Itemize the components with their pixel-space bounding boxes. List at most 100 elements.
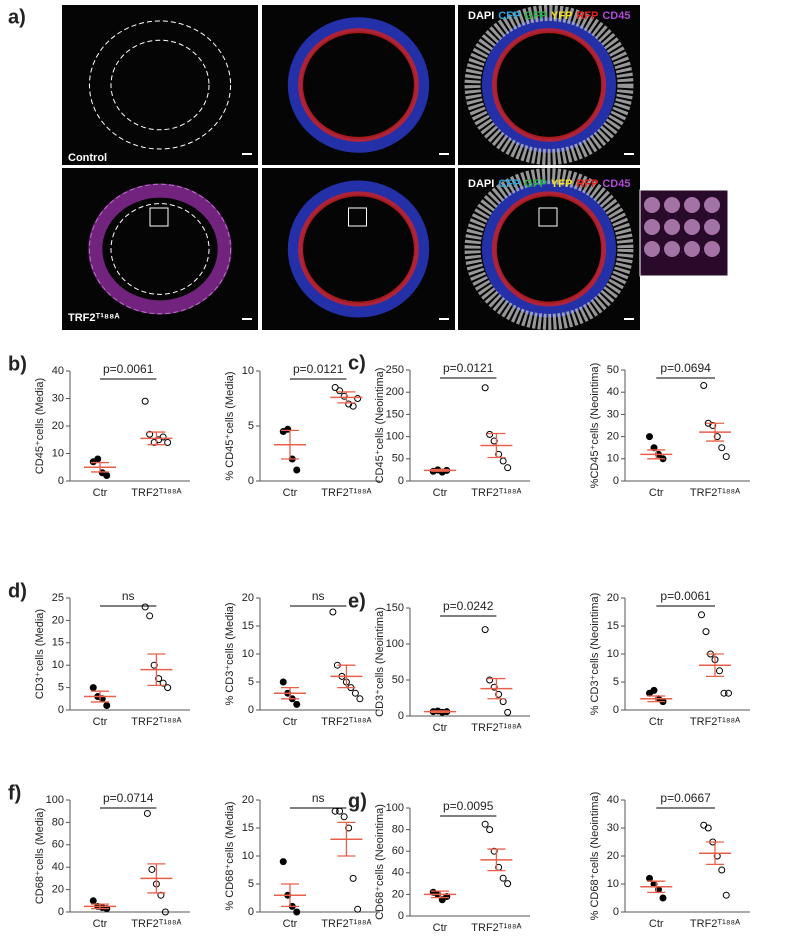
data-point [698,611,705,619]
sem-bar [647,880,666,894]
data-point [725,689,732,697]
significance-label: p=0.0061 [103,362,154,376]
y-tick-label: 15 [242,822,254,834]
data-point [349,874,357,882]
x-tick-label: TRF2ᵀ¹⁸⁸ᴬ [690,918,740,930]
significance-label: p=0.0121 [443,361,494,375]
sem-bar [647,695,666,703]
y-axis-label: % CD3⁺cells (Media) [224,603,236,706]
significance-label: p=0.0121 [293,362,344,376]
data-point [504,708,512,716]
data-point [481,384,489,392]
data-point [340,813,348,821]
panel-label: b) [8,353,27,375]
vessel-wall [481,180,617,318]
significance-label: p=0.0694 [660,361,711,375]
data-point [159,679,167,687]
scale-bar [242,318,252,320]
inset-cell [684,219,700,235]
y-tick-label: 20 [242,794,254,806]
channel-name: GFP [524,10,547,22]
channel-name: CFP [498,178,520,190]
sem-bar [487,848,506,872]
data-point [481,820,489,828]
sem-bar [487,432,506,459]
data-point [650,686,658,694]
sem-bar [706,841,724,866]
y-tick-label: 30 [607,408,619,420]
x-tick-label: TRF2ᵀ¹⁸⁸ᴬ [131,918,181,930]
y-tick-label: 15 [607,620,619,632]
y-tick-label: 0 [398,475,404,487]
x-tick-label: Ctr [649,918,664,930]
y-tick-label: 20 [242,592,254,604]
vessel-wall [491,28,607,142]
scale-bar [439,153,449,155]
y-tick-label: 100 [386,431,404,443]
y-tick-label: 50 [392,453,404,465]
data-point [718,444,726,452]
y-tick-label: 60 [52,839,64,851]
y-tick-label: 25 [52,592,64,604]
sem-bar [147,863,166,894]
y-tick-label: 0 [613,475,619,487]
data-point [150,661,158,669]
y-tick-label: 20 [607,592,619,604]
data-point [155,675,163,683]
channel-name: DAPI [468,178,494,190]
row-label: Control [68,152,107,164]
y-axis-label: % CD68⁺cells (Media) [224,801,236,910]
y-tick-label: 80 [392,824,404,836]
sem-bar [706,422,724,442]
x-tick-label: Ctr [93,716,108,728]
x-tick-label: Ctr [649,487,664,499]
x-tick-label: TRF2ᵀ¹⁸⁸ᴬ [690,716,740,728]
inset-cell [644,241,660,257]
x-tick-label: Ctr [433,722,448,734]
x-tick-label: TRF2ᵀ¹⁸⁸ᴬ [471,487,521,499]
y-axis-label: % CD3⁺cells (Neointima) [589,593,601,716]
outline [110,203,210,295]
data-point [504,464,512,472]
y-tick-label: 10 [607,648,619,660]
inset-cell [664,197,680,213]
vessel-wall [287,180,430,318]
data-point [161,908,169,916]
y-axis-label: CD68⁺cells (Neointima) [374,804,386,920]
y-tick-label: 30 [52,392,64,404]
sem-bar [431,468,449,472]
y-tick-label: 0 [248,906,254,918]
data-point [89,897,97,905]
y-tick-label: 20 [52,884,64,896]
cd45-signal [88,183,232,315]
channel-name: RFP [576,10,598,22]
x-tick-label: TRF2ᵀ¹⁸⁸ᴬ [321,487,371,499]
y-tick-label: 20 [392,888,404,900]
channel-name: GFP [524,178,547,190]
data-point [345,824,353,832]
y-axis-label: CD3⁺cells (Neointima) [374,607,386,717]
data-point [490,437,498,445]
data-point [720,689,728,697]
data-point [504,880,512,888]
panel-label: c) [348,352,366,374]
x-tick-label: TRF2ᵀ¹⁸⁸ᴬ [321,918,371,930]
channel-legend: DAPI CFP GFP YFP RFP CD45 [468,10,630,22]
panel-label: e) [348,590,366,612]
sem-bar [281,429,299,460]
sem-bar [487,677,506,700]
x-tick-label: TRF2ᵀ¹⁸⁸ᴬ [690,487,740,499]
vessel-wall [481,17,617,153]
sem-bar [431,890,449,899]
x-tick-label: Ctr [433,922,448,933]
scale-bar [624,153,634,155]
channel-name: DAPI [468,10,494,22]
data-point [340,392,348,400]
y-tick-label: 5 [248,878,254,890]
y-tick-label: 100 [386,802,404,814]
x-tick-label: TRF2ᵀ¹⁸⁸ᴬ [131,716,181,728]
inset-cell [684,197,700,213]
significance-label: p=0.0061 [660,589,711,603]
y-tick-label: 0 [58,704,64,716]
y-tick-label: 15 [52,637,64,649]
